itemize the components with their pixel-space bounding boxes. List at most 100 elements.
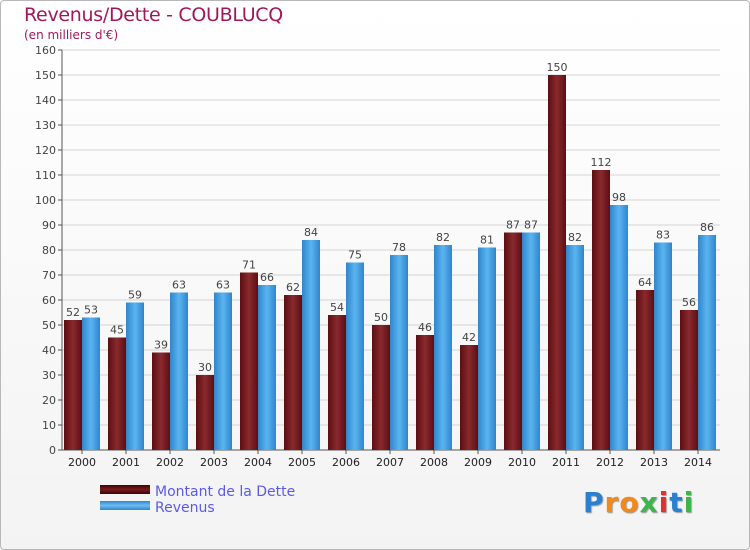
data-label-revenue: 75 <box>348 249 362 262</box>
x-tick-label: 2003 <box>200 456 228 469</box>
data-label-revenue: 82 <box>436 231 450 244</box>
data-label-revenue: 66 <box>260 271 274 284</box>
bars <box>64 75 716 450</box>
data-label-debt: 150 <box>547 61 568 74</box>
bar-debt <box>196 375 214 450</box>
data-label-debt: 42 <box>462 331 476 344</box>
bar-debt <box>328 315 346 450</box>
bar-revenue <box>302 240 320 450</box>
x-tick-label: 2010 <box>508 456 536 469</box>
bar-revenue <box>258 285 276 450</box>
bar-debt <box>636 290 654 450</box>
y-tick-label: 10 <box>42 419 56 432</box>
x-tick-label: 2012 <box>596 456 624 469</box>
x-tick-label: 2006 <box>332 456 360 469</box>
legend-label-revenue: Revenus <box>155 500 215 516</box>
chart-subtitle: (en milliers d'€) <box>24 28 119 42</box>
y-tick-label: 50 <box>42 319 56 332</box>
x-tick-label: 2011 <box>552 456 580 469</box>
x-tick-label: 2000 <box>68 456 96 469</box>
data-label-debt: 112 <box>591 156 612 169</box>
logo-letter: i <box>683 486 695 519</box>
y-tick-label: 130 <box>35 119 56 132</box>
bar-debt <box>416 335 434 450</box>
data-label-revenue: 63 <box>216 279 230 292</box>
y-tick-label: 120 <box>35 144 56 157</box>
chart-title: Revenus/Dette - COUBLUCQ <box>24 4 283 26</box>
bar-revenue <box>522 232 540 450</box>
data-label-revenue: 59 <box>128 289 142 302</box>
data-label-revenue: 78 <box>392 241 406 254</box>
data-label-debt: 39 <box>154 339 168 352</box>
data-label-debt: 45 <box>110 324 124 337</box>
y-tick-label: 100 <box>35 194 56 207</box>
bar-debt <box>680 310 698 450</box>
y-tick-label: 40 <box>42 344 56 357</box>
data-label-revenue: 86 <box>700 221 714 234</box>
data-label-revenue: 83 <box>656 229 670 242</box>
logo-letter: o <box>619 486 640 519</box>
x-tick-labels: 2000 2001 2002 2003 2004 2005 2006 2007 2008 2009… <box>68 450 712 469</box>
x-tick-label: 2013 <box>640 456 668 469</box>
data-label-revenue: 81 <box>480 234 494 247</box>
bar-revenue <box>82 317 100 450</box>
logo-letter: i <box>658 486 670 519</box>
bar-revenue <box>566 245 584 450</box>
x-tick-label: 2001 <box>112 456 140 469</box>
logo-letter: r <box>604 486 620 519</box>
y-tick-labels: 0 10 20 30 40 50 60 70 80 90 100 110 120 130 140 150 160 <box>35 44 56 457</box>
bar-revenue <box>478 247 496 450</box>
x-tick-label: 2014 <box>684 456 712 469</box>
y-tick-label: 90 <box>42 219 56 232</box>
x-tick-label: 2002 <box>156 456 184 469</box>
bar-revenue <box>214 292 232 450</box>
bar-debt <box>548 75 566 450</box>
data-label-debt: 52 <box>66 306 80 319</box>
bar-revenue <box>610 205 628 450</box>
legend-label-debt: Montant de la Dette <box>155 484 296 500</box>
bar-debt <box>592 170 610 450</box>
x-tick-label: 2005 <box>288 456 316 469</box>
x-tick-label: 2009 <box>464 456 492 469</box>
y-tick-label: 160 <box>35 44 56 57</box>
data-label-debt: 50 <box>374 311 388 324</box>
logo-letter: t <box>669 486 684 519</box>
bar-debt <box>460 345 478 450</box>
legend-swatch-debt <box>100 485 150 494</box>
bar-debt <box>372 325 390 450</box>
bar-revenue <box>698 235 716 450</box>
proxiti-logo: Proxiti <box>583 486 694 519</box>
x-tick-label: 2008 <box>420 456 448 469</box>
bar-revenue <box>346 262 364 450</box>
logo-letter: x <box>639 486 659 519</box>
y-tick-label: 150 <box>35 69 56 82</box>
bar-debt <box>284 295 302 450</box>
y-tick-label: 110 <box>35 169 56 182</box>
bar-revenue <box>390 255 408 450</box>
data-label-debt: 56 <box>682 296 696 309</box>
data-label-revenue: 84 <box>304 226 318 239</box>
data-label-revenue: 63 <box>172 279 186 292</box>
y-tick-label: 20 <box>42 394 56 407</box>
bar-debt <box>240 272 258 450</box>
data-label-revenue: 98 <box>612 191 626 204</box>
bar-debt <box>108 337 126 450</box>
y-tick-label: 60 <box>42 294 56 307</box>
data-label-debt: 64 <box>638 276 652 289</box>
data-label-revenue: 87 <box>524 219 538 232</box>
logo-letter: P <box>583 486 605 519</box>
data-label-debt: 30 <box>198 361 212 374</box>
bar-debt <box>152 352 170 450</box>
data-label-revenue: 53 <box>84 304 98 317</box>
data-label-debt: 54 <box>330 301 344 314</box>
bar-revenue <box>434 245 452 450</box>
y-tick-label: 80 <box>42 244 56 257</box>
data-label-debt: 87 <box>506 219 520 232</box>
bar-revenue <box>654 242 672 450</box>
y-tick-label: 140 <box>35 94 56 107</box>
data-label-debt: 62 <box>286 281 300 294</box>
bar-debt <box>64 320 82 450</box>
data-label-debt: 46 <box>418 321 432 334</box>
data-label-revenue: 82 <box>568 231 582 244</box>
